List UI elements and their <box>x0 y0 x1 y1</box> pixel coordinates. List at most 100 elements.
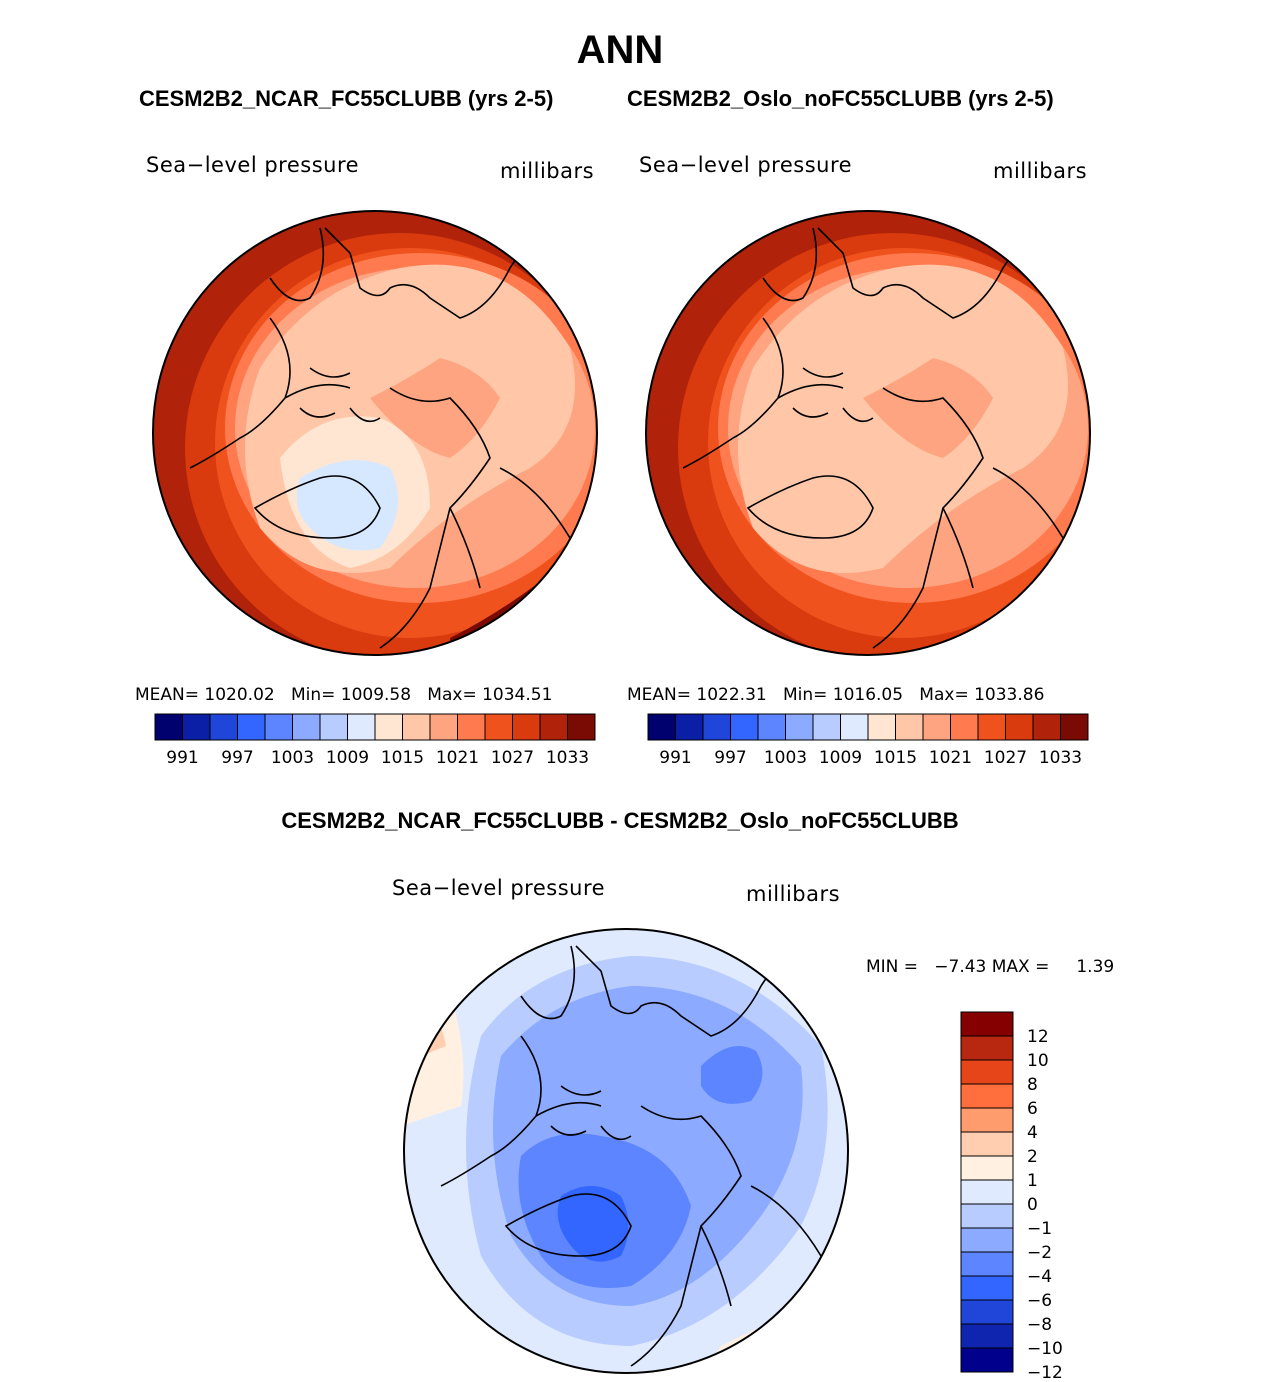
diff-colorbar-swatch <box>960 1179 1014 1205</box>
panel1-colorbar-swatch <box>154 713 183 741</box>
panel1-case-title: CESM2B2_NCAR_FC55CLUBB (yrs 2-5) <box>139 86 554 111</box>
panel2-colorbar-tick-label: 1021 <box>929 748 972 768</box>
panel2-colorbar-swatch <box>1032 713 1061 741</box>
panel2-mean-label: MEAN= <box>627 685 691 705</box>
panel1-coastlines <box>189 227 571 649</box>
panel2-variable-label: Sea−level pressure <box>639 153 853 177</box>
diff-colorbar-swatch <box>960 1227 1014 1253</box>
diff-colorbar-swatch <box>960 1347 1014 1373</box>
diff-map-border <box>403 928 849 1374</box>
panel2-colorbar-swatch <box>977 713 1006 741</box>
diff-colorbar-tick-label: −4 <box>1027 1267 1052 1287</box>
panel1-colorbar-tick-label: 1033 <box>546 748 589 768</box>
panel2-stats: MEAN= 1022.31 Min= 1016.05 Max= 1033.86 <box>627 685 1044 705</box>
diff-map <box>403 928 849 1374</box>
panel2-colorbar-swatch <box>785 713 814 741</box>
panel1-colorbar-swatch <box>512 713 541 741</box>
panel1-colorbar-swatch <box>374 713 403 741</box>
diff-variable-label: Sea−level pressure <box>392 876 606 900</box>
panel2-colorbar-swatch <box>730 713 759 741</box>
diff-units-label: millibars <box>746 882 841 906</box>
panel2-colorbar-tick-label: 1009 <box>819 748 862 768</box>
panel2-colorbar-swatch <box>702 713 731 741</box>
diff-colorbar-tick-label: 12 <box>1027 1027 1049 1047</box>
panel2-colorbar-swatch <box>675 713 704 741</box>
panel1-mean-label: MEAN= <box>135 685 199 705</box>
diff-colorbar-tick-label: −8 <box>1027 1315 1052 1335</box>
panel2-mean-value: 1022.31 <box>696 685 767 705</box>
panel2-colorbar-swatch <box>840 713 869 741</box>
diff-colorbar-tick-label: −10 <box>1027 1339 1063 1359</box>
diff-colorbar-swatch <box>960 1155 1014 1181</box>
panel1-colorbar-tick-label: 1009 <box>326 748 369 768</box>
panel1-mean-value: 1020.02 <box>204 685 275 705</box>
panel2-colorbar-tick-label: 1003 <box>764 748 807 768</box>
panel1-colorbar-swatch <box>209 713 238 741</box>
panel2-colorbar-swatch <box>950 713 979 741</box>
diff-panel-title: CESM2B2_NCAR_FC55CLUBB - CESM2B2_Oslo_no… <box>281 808 959 833</box>
panel1-colorbar-tick-label: 1027 <box>491 748 534 768</box>
panel1-max-value: 1034.51 <box>482 685 553 705</box>
panel1-colorbar-tick-label: 991 <box>166 748 198 768</box>
panel1-colorbar-swatch <box>567 713 596 741</box>
panel1-variable-label: Sea−level pressure <box>146 153 360 177</box>
panel1-colorbar-swatch <box>484 713 513 741</box>
panel2-min-value: 1016.05 <box>832 685 904 705</box>
panel1-colorbar-tick-label: 1021 <box>436 748 479 768</box>
diff-colorbar-tick-label: 4 <box>1027 1123 1038 1143</box>
figure-title: ANN <box>576 28 664 72</box>
panel2-contour-field <box>646 211 1090 655</box>
panel2-colorbar-swatch <box>1060 713 1089 741</box>
diff-coastlines <box>440 945 822 1367</box>
diff-colorbar-swatch <box>960 1323 1014 1349</box>
panel2-units-label: millibars <box>993 159 1088 183</box>
panel2-max-value: 1033.86 <box>974 685 1045 705</box>
panel2-max-label: Max= <box>919 685 969 705</box>
diff-colorbar-swatch <box>960 1011 1014 1037</box>
panel1-colorbar-swatch <box>402 713 431 741</box>
diff-colorbar-tick-label: −6 <box>1027 1291 1052 1311</box>
panel1-colorbar-swatch <box>182 713 211 741</box>
panel2-colorbar-tick-label: 1027 <box>984 748 1027 768</box>
diff-colorbar-swatch <box>960 1107 1014 1133</box>
panel2-colorbar-tick-label: 1033 <box>1039 748 1082 768</box>
panel1-colorbar-swatch <box>457 713 486 741</box>
diff-colorbar-swatch <box>960 1251 1014 1277</box>
panel1-colorbar-swatch <box>319 713 348 741</box>
diff-colorbar-tick-label: 8 <box>1027 1075 1038 1095</box>
panel2-colorbar-swatch <box>757 713 786 741</box>
diff-colorbar-tick-label: 0 <box>1027 1195 1038 1215</box>
panel2-map <box>645 210 1091 656</box>
panel2-map-border <box>645 210 1091 656</box>
panel1-stats: MEAN= 1020.02 Min= 1009.58 Max= 1034.51 <box>135 685 552 705</box>
diff-contour-field <box>404 929 848 1373</box>
panel1-colorbar-swatch <box>539 713 568 741</box>
panel2-case-title: CESM2B2_Oslo_noFC55CLUBB (yrs 2-5) <box>627 86 1054 111</box>
panel1-colorbar-swatch <box>237 713 266 741</box>
diff-colorbar-tick-label: 6 <box>1027 1099 1038 1119</box>
diff-colorbar-swatch <box>960 1035 1014 1061</box>
panel1-colorbar-swatch <box>429 713 458 741</box>
panel2-colorbar-tick-label: 1015 <box>874 748 917 768</box>
panel1-contour-field <box>153 211 597 655</box>
diff-colorbar-swatch <box>960 1299 1014 1325</box>
panel2-colorbar-swatch <box>812 713 841 741</box>
panel1-units-label: millibars <box>500 159 595 183</box>
panel1-colorbar-swatch <box>264 713 293 741</box>
panel2-colorbar-tick-label: 997 <box>714 748 746 768</box>
panel1-min-value: 1009.58 <box>340 685 412 705</box>
panel1-map-border <box>152 210 598 656</box>
diff-colorbar-swatch <box>960 1059 1014 1085</box>
panel1-min-label: Min= <box>290 685 336 705</box>
diff-colorbar-swatch <box>960 1131 1014 1157</box>
panel1-colorbar: 991 997 1003 1009 1015 1021 1027 1033 <box>154 713 596 768</box>
panel1-colorbar-tick-label: 997 <box>221 748 253 768</box>
diff-colorbar-tick-label: −12 <box>1027 1363 1063 1378</box>
panel2-colorbar-swatch <box>1005 713 1034 741</box>
panel2-colorbar-tick-label: 991 <box>659 748 691 768</box>
panel2-min-label: Min= <box>782 685 828 705</box>
diff-colorbar-tick-label: −2 <box>1027 1243 1052 1263</box>
panel1-max-label: Max= <box>427 685 477 705</box>
diff-colorbar-tick-label: 1 <box>1027 1171 1038 1191</box>
panel1-colorbar-swatch <box>347 713 376 741</box>
